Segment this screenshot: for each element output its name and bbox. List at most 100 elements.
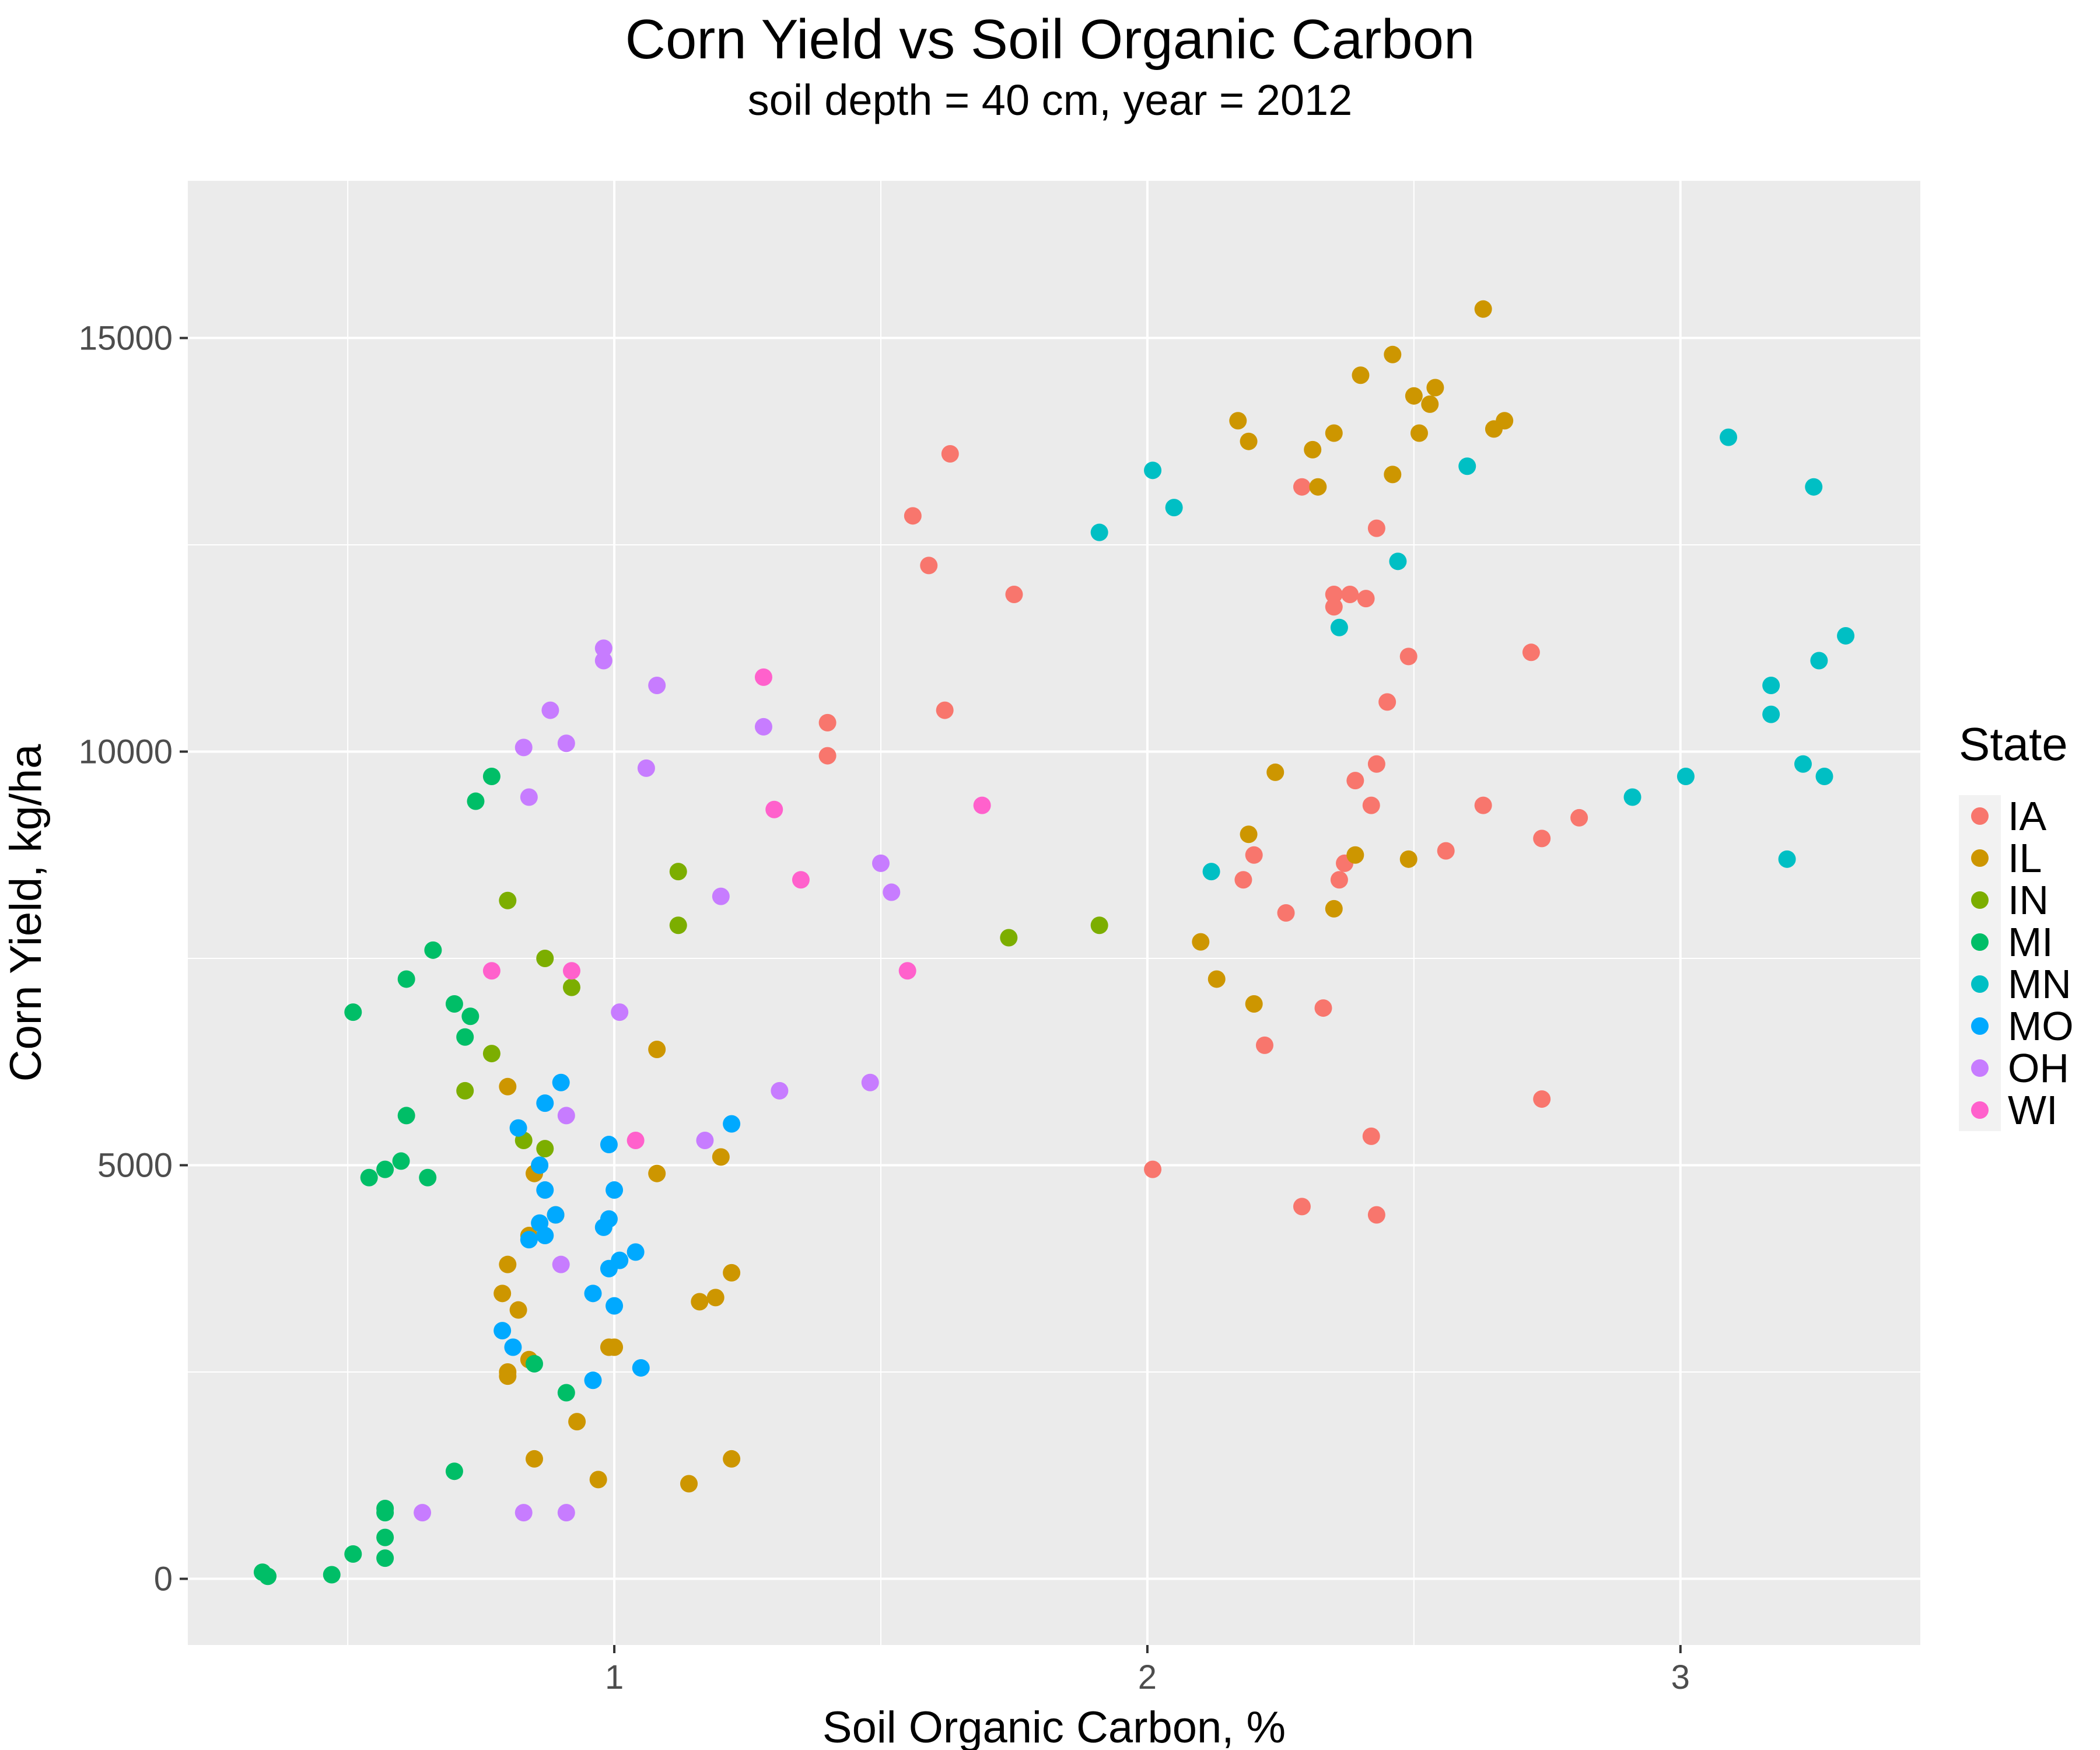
data-point-il <box>1421 395 1439 413</box>
data-point-oh <box>594 639 612 657</box>
data-point-mo <box>723 1115 741 1133</box>
data-point-mo <box>504 1338 522 1356</box>
y-axis-title: Corn Yield, kg/ha <box>1 744 51 1082</box>
data-point-ia <box>1378 693 1396 711</box>
data-point-ia <box>1325 598 1343 616</box>
data-point-ia <box>936 701 954 719</box>
data-point-mo <box>531 1156 549 1174</box>
data-point-wi <box>792 871 810 889</box>
data-point-oh <box>520 788 538 806</box>
data-point-il <box>1399 850 1418 868</box>
data-point-mn <box>1810 652 1828 670</box>
legend-label: OH <box>2008 1045 2069 1091</box>
data-point-mo <box>536 1227 554 1245</box>
data-point-ia <box>1367 519 1385 537</box>
data-point-ia <box>1522 643 1540 662</box>
data-point-il <box>589 1471 607 1489</box>
data-point-il <box>723 1450 741 1468</box>
legend-item-wi: WI <box>1959 1087 2058 1133</box>
data-point-il <box>499 1367 517 1385</box>
data-point-il <box>1496 412 1514 430</box>
data-point-mo <box>520 1231 538 1249</box>
data-point-il <box>712 1148 730 1166</box>
data-point-in <box>536 949 554 967</box>
legend-item-il: IL <box>1959 835 2042 881</box>
data-point-oh <box>712 887 730 905</box>
data-point-ia <box>1293 478 1311 496</box>
data-point-ia <box>904 507 922 525</box>
data-point-in <box>536 1140 554 1158</box>
legend-label: IN <box>2008 877 2049 923</box>
data-point-ia <box>1362 796 1380 814</box>
legend-key-point <box>1971 975 1989 993</box>
data-point-wi <box>626 1131 645 1149</box>
data-point-mi <box>360 1168 378 1186</box>
legend-item-mo: MO <box>1959 1003 2074 1049</box>
data-point-wi <box>898 962 916 980</box>
data-point-mi <box>419 1168 437 1186</box>
data-point-mn <box>1330 618 1348 636</box>
data-point-il <box>1325 424 1343 442</box>
x-tick-label: 1 <box>605 1658 624 1696</box>
data-point-mi <box>376 1528 394 1546</box>
data-point-ia <box>920 556 938 575</box>
plot-panel <box>188 181 1920 1645</box>
data-point-mo <box>536 1181 554 1199</box>
y-tick-label: 5000 <box>97 1147 173 1185</box>
data-point-mo <box>626 1243 645 1261</box>
data-point-il <box>494 1284 512 1303</box>
data-point-ia <box>818 747 836 765</box>
data-point-il <box>1352 366 1370 384</box>
data-point-il <box>606 1338 624 1356</box>
x-axis-title: Soil Organic Carbon, % <box>822 1703 1286 1750</box>
data-point-mi <box>445 1462 463 1480</box>
data-point-oh <box>514 738 533 757</box>
legend-label: IA <box>2008 793 2046 839</box>
data-point-ia <box>818 713 836 732</box>
data-point-il <box>1405 387 1423 405</box>
data-point-ia <box>1533 1090 1551 1108</box>
data-point-mn <box>1165 499 1183 517</box>
data-point-ia <box>1341 586 1359 604</box>
data-point-wi <box>562 962 580 980</box>
data-point-mi <box>445 995 463 1013</box>
data-point-mo <box>600 1210 618 1228</box>
data-point-ia <box>1255 1036 1273 1054</box>
legend-item-ia: IA <box>1959 793 2046 839</box>
chart-subtitle: soil depth = 40 cm, year = 2012 <box>748 76 1353 124</box>
data-point-ia <box>1362 1127 1380 1145</box>
data-point-il <box>499 1077 517 1096</box>
data-point-mn <box>1090 523 1108 541</box>
data-point-ia <box>941 444 959 463</box>
data-point-mo <box>547 1206 565 1224</box>
legend-key-point <box>1971 1101 1989 1119</box>
data-point-oh <box>594 652 612 670</box>
data-point-in <box>669 863 687 881</box>
data-point-mo <box>632 1359 650 1377</box>
legend-key-point <box>1971 849 1989 867</box>
data-point-ia <box>1367 1206 1385 1224</box>
chart-title: Corn Yield vs Soil Organic Carbon <box>625 8 1475 71</box>
y-tick-label: 0 <box>154 1560 173 1598</box>
data-point-ia <box>1234 871 1252 889</box>
data-point-mn <box>1623 788 1642 806</box>
data-point-oh <box>557 734 575 752</box>
data-point-mi <box>467 792 485 810</box>
data-point-ia <box>1293 1198 1311 1216</box>
data-point-ia <box>1277 904 1295 922</box>
data-point-ia <box>1437 842 1455 860</box>
data-point-il <box>1384 466 1402 484</box>
data-point-mo <box>494 1322 512 1340</box>
data-point-mi <box>376 1500 394 1518</box>
data-point-wi <box>754 668 772 686</box>
data-point-il <box>1208 970 1226 988</box>
data-point-il <box>1410 424 1428 442</box>
data-point-ia <box>1474 796 1492 814</box>
data-point-ia <box>1144 1160 1162 1178</box>
data-point-mi <box>557 1384 575 1402</box>
data-point-mo <box>606 1181 624 1199</box>
data-point-il <box>1192 933 1210 951</box>
data-point-mi <box>344 1545 362 1563</box>
x-tick-label: 3 <box>1671 1658 1690 1696</box>
